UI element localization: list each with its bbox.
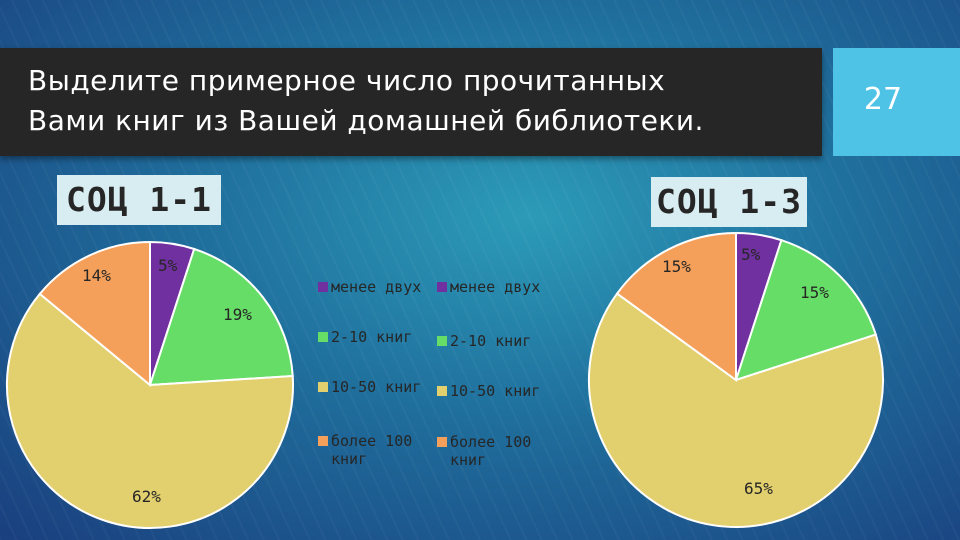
pie2-slice-10-50: [588, 292, 884, 528]
legend-left-label-3: 10-50 книг: [331, 378, 422, 396]
legend-swatch-orange: [318, 436, 328, 446]
chart-title-soc-1-3: СОЦ 1-3: [651, 177, 807, 227]
legend-left-label-4: более 100 книг: [331, 432, 413, 468]
pie1-label-over-100: 14%: [82, 266, 111, 285]
legend-right-label-1: менее двух: [450, 278, 541, 296]
legend-swatch-orange: [437, 437, 447, 447]
pie2-label-2-10: 15%: [800, 283, 829, 302]
legend-left-label-1: менее двух: [331, 278, 422, 296]
pie1-label-less-than-two: 5%: [158, 256, 178, 275]
pie1-slice-over-100: [38, 240, 151, 388]
pie2-label-less-than-two: 5%: [741, 245, 761, 264]
page-number-box: [833, 48, 960, 156]
legend-swatch-green: [318, 332, 328, 342]
page-number: 27: [863, 82, 903, 117]
pie2-label-over-100: 15%: [662, 257, 691, 276]
pie1-slice-2-10: [148, 247, 294, 387]
legend-right-label-2: 2-10 книг: [450, 332, 532, 350]
legend-right-label-4: более 100 книг: [450, 433, 532, 469]
pie1-label-10-50: 62%: [132, 487, 161, 506]
pie2-label-10-50: 65%: [744, 479, 773, 498]
legend-swatch-purple: [318, 282, 328, 292]
legend-left-label-2: 2-10 книг: [331, 328, 413, 346]
legend-swatch-purple: [437, 282, 447, 292]
slide-title-line-2: Вами книг из Вашей домашней библиотеки.: [28, 104, 704, 137]
chart-title-soc-1-1: СОЦ 1-1: [57, 175, 221, 225]
legend-swatch-yellow: [318, 382, 328, 392]
legend-right-label-3: 10-50 книг: [450, 382, 541, 400]
pie1-label-2-10: 19%: [223, 305, 252, 324]
legend-swatch-green: [437, 336, 447, 346]
title-bar: [0, 48, 822, 156]
pie2-slice-over-100: [615, 231, 737, 382]
legend-swatch-yellow: [437, 386, 447, 396]
pie1-slice-10-50: [6, 292, 294, 529]
slide-title-line-1: Выделите примерное число прочитанных: [28, 64, 666, 97]
